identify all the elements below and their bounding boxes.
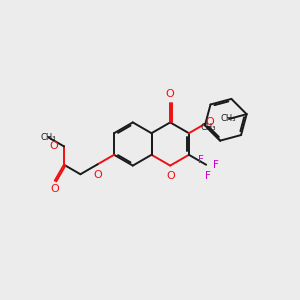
Text: CH₃: CH₃ — [220, 114, 236, 123]
Text: O: O — [166, 171, 175, 181]
Text: O: O — [205, 118, 214, 128]
Text: CH₃: CH₃ — [200, 123, 216, 132]
Text: O: O — [50, 184, 59, 194]
Text: O: O — [166, 89, 175, 99]
Text: F: F — [205, 171, 211, 181]
Text: O: O — [93, 170, 102, 180]
Text: F: F — [213, 160, 219, 170]
Text: CH₃: CH₃ — [41, 133, 56, 142]
Text: O: O — [50, 141, 58, 152]
Text: F: F — [198, 154, 204, 165]
